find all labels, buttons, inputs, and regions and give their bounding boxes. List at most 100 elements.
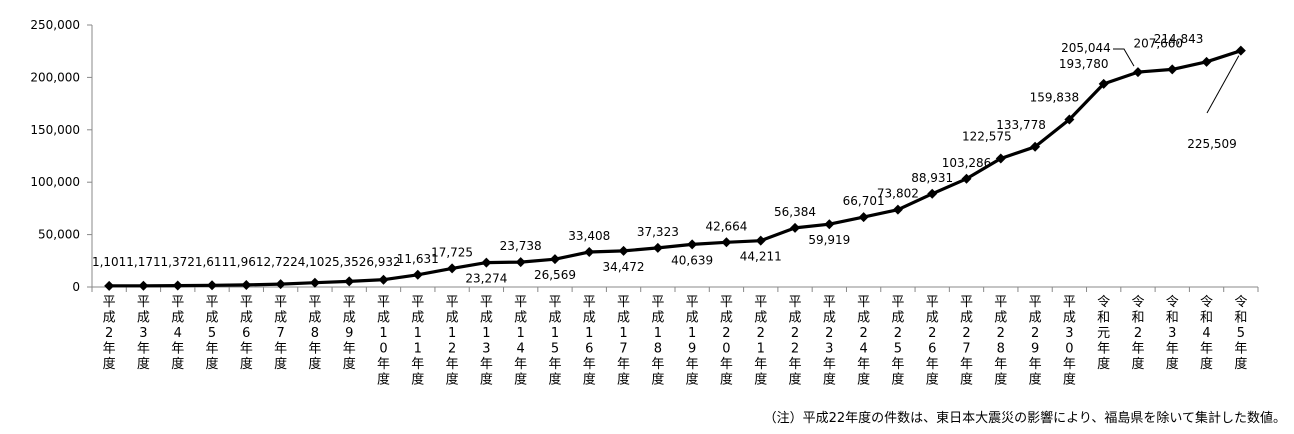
x-tick-label: 年 — [583, 357, 596, 372]
x-tick-label: 1 — [414, 342, 422, 357]
data-point — [618, 245, 629, 256]
x-tick-label: 度 — [754, 372, 767, 388]
x-tick-label: 平 — [308, 295, 321, 310]
x-tick-label: 平 — [994, 295, 1007, 310]
x-tick-label: 度 — [1063, 372, 1076, 388]
x-tick-label: 1 — [688, 326, 696, 341]
data-point — [481, 257, 492, 268]
x-tick-label: 成 — [514, 311, 527, 326]
data-point — [1064, 114, 1075, 125]
x-tick-label: 度 — [446, 372, 459, 388]
data-label: 44,211 — [740, 250, 782, 264]
x-tick-label: 2 — [757, 326, 765, 341]
data-point — [892, 204, 903, 215]
x-tick-label: 年 — [960, 357, 973, 372]
x-tick-label: 成 — [823, 311, 836, 326]
data-label: 56,384 — [774, 205, 816, 219]
x-tick-label: 度 — [103, 356, 116, 372]
x-tick-label: 1 — [517, 326, 525, 341]
leader-line — [1113, 48, 1135, 67]
x-tick-label: 度 — [206, 356, 219, 372]
data-label: 37,323 — [637, 225, 679, 239]
x-tick-label: 年 — [171, 342, 184, 357]
x-tick-label: 年 — [857, 357, 870, 372]
x-tick-label: 年 — [720, 357, 733, 372]
x-tick-label: 度 — [926, 372, 939, 388]
x-tick-label: 度 — [857, 372, 870, 388]
x-tick-label: 0 — [722, 342, 730, 357]
data-label: 1,372 — [161, 255, 195, 269]
x-tick-label: 7 — [276, 326, 284, 341]
x-tick-label: 2 — [448, 342, 456, 357]
data-point — [927, 188, 938, 199]
x-tick-label: 年 — [240, 342, 253, 357]
x-tick-label: 成 — [206, 311, 219, 326]
x-tick-label: 3 — [482, 342, 490, 357]
data-point — [584, 246, 595, 257]
data-label: 42,664 — [705, 219, 747, 233]
x-tick-label: 8 — [997, 342, 1005, 357]
x-tick-label: 平 — [377, 295, 390, 310]
x-tick-label: 成 — [926, 311, 939, 326]
x-tick-label: 年 — [789, 357, 802, 372]
x-tick-label: 年 — [514, 357, 527, 372]
x-tick-label: 年 — [274, 342, 287, 357]
x-tick-label: 度 — [308, 356, 321, 372]
series-line — [109, 49, 1242, 288]
data-point — [309, 277, 320, 288]
x-tick-label: 成 — [651, 311, 664, 326]
x-tick-label: 7 — [962, 342, 970, 357]
x-tick-label: 度 — [583, 372, 596, 388]
x-tick-label: 和 — [1234, 311, 1247, 326]
data-label: 4,102 — [298, 255, 332, 269]
x-tick-label: 度 — [1234, 356, 1247, 372]
data-label: 225,509 — [1187, 137, 1237, 151]
x-tick-label: 成 — [240, 311, 253, 326]
x-tick-label: 成 — [274, 311, 287, 326]
data-point — [1132, 67, 1143, 78]
data-label: 17,725 — [431, 245, 473, 259]
x-tick-label: 平 — [206, 295, 219, 310]
x-tick-label: 平 — [171, 295, 184, 310]
x-tick-label: 度 — [617, 372, 630, 388]
x-tick-label: 5 — [894, 342, 902, 357]
data-label: 23,274 — [465, 272, 507, 286]
x-tick-label: 年 — [343, 342, 356, 357]
x-tick-label: 2 — [859, 326, 867, 341]
data-point — [515, 257, 526, 268]
x-tick-label: 平 — [891, 295, 904, 310]
x-tick-label: 2 — [791, 342, 799, 357]
x-tick-label: 2 — [105, 326, 113, 341]
x-tick-label: 度 — [343, 356, 356, 372]
data-point — [378, 274, 389, 285]
data-label: 66,701 — [843, 194, 885, 208]
x-tick-label: 2 — [1134, 326, 1142, 341]
x-tick-label: 年 — [548, 357, 561, 372]
data-label: 1,611 — [195, 255, 229, 269]
data-label: 23,738 — [500, 239, 542, 253]
x-tick-label: 年 — [1063, 357, 1076, 372]
data-label: 6,932 — [366, 255, 400, 269]
data-point — [1235, 45, 1246, 56]
x-tick-label: 年 — [1029, 357, 1042, 372]
data-point — [344, 276, 355, 287]
x-tick-label: 成 — [377, 311, 390, 326]
data-label: 1,961 — [229, 255, 263, 269]
x-tick-label: 度 — [994, 372, 1007, 388]
x-tick-label: 成 — [411, 311, 424, 326]
data-label: 207,660 — [1133, 36, 1183, 50]
x-tick-label: 度 — [823, 372, 836, 388]
x-tick-label: 度 — [411, 372, 424, 388]
data-point — [790, 222, 801, 233]
x-tick-label: 5 — [208, 326, 216, 341]
data-label: 59,919 — [808, 233, 850, 247]
x-tick-label: 年 — [103, 342, 116, 357]
y-tick-label: 100,000 — [30, 175, 80, 189]
data-label: 40,639 — [671, 253, 713, 267]
data-label: 122,575 — [962, 130, 1012, 144]
x-tick-label: 5 — [1237, 326, 1245, 341]
data-label: 205,044 — [1061, 41, 1111, 55]
x-tick-label: 成 — [480, 311, 493, 326]
x-tick-label: 平 — [754, 295, 767, 310]
